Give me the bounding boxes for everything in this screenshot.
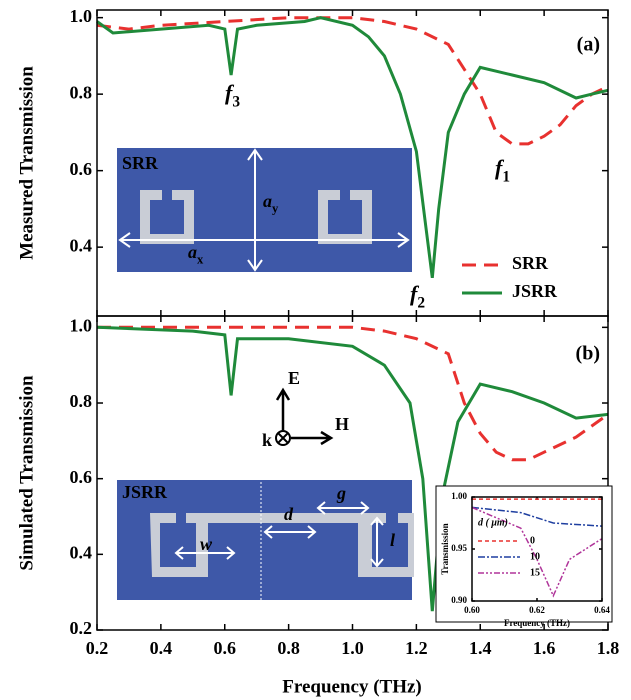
freq-label-main: f bbox=[410, 281, 420, 306]
y-tick-label: 0.2 bbox=[70, 618, 93, 638]
y-axis-title: Simulated Transmission bbox=[16, 375, 37, 571]
x-tick-label: 0.60 bbox=[464, 605, 480, 615]
x-axis-title: Frequency (THz) bbox=[282, 676, 422, 697]
inset-x-title: Frequency (THz) bbox=[504, 618, 570, 628]
y-tick-label: 0.8 bbox=[70, 82, 93, 102]
series-line bbox=[471, 506, 603, 527]
photo-label-main: a bbox=[188, 242, 197, 262]
y-tick-label: 1.0 bbox=[70, 315, 93, 335]
inset-y-title: Transmission bbox=[440, 523, 450, 574]
legend-label: SRR bbox=[512, 253, 549, 273]
photo-label: g bbox=[336, 483, 346, 503]
x-tick-label: 1.4 bbox=[469, 638, 492, 658]
photo-label: ax bbox=[188, 242, 204, 266]
freq-label-main: f bbox=[495, 155, 505, 180]
freq-label: f2 bbox=[410, 281, 425, 311]
y-tick-label: 0.6 bbox=[70, 467, 93, 487]
x-tick-label: 0.6 bbox=[214, 638, 237, 658]
field-label: H bbox=[335, 414, 349, 434]
photo-label: ay bbox=[263, 191, 279, 215]
photo-label: d bbox=[284, 504, 294, 524]
series-line bbox=[96, 16, 609, 278]
plot-frame bbox=[471, 496, 603, 602]
field-axes bbox=[275, 387, 334, 446]
srr-photo bbox=[117, 148, 412, 272]
photo-title: SRR bbox=[122, 153, 159, 173]
x-tick-label: 0.2 bbox=[86, 638, 109, 658]
legend-label: 0 bbox=[530, 535, 535, 546]
x-tick-label: 0.4 bbox=[150, 638, 173, 658]
x-tick-label: 1.0 bbox=[341, 638, 364, 658]
y-tick-label: 0.90 bbox=[451, 595, 467, 605]
photo-label-sub: y bbox=[272, 201, 279, 215]
legend-title: d ( μm) bbox=[478, 517, 508, 528]
plot-frame bbox=[96, 315, 609, 631]
series-line bbox=[471, 506, 603, 598]
photo-label: w bbox=[200, 534, 213, 554]
photo-label: l bbox=[390, 530, 395, 550]
freq-label: f1 bbox=[495, 155, 510, 185]
series-line bbox=[97, 325, 609, 462]
field-label: k bbox=[262, 430, 272, 450]
y-tick-label: 0.95 bbox=[451, 543, 467, 553]
series-line bbox=[96, 16, 609, 146]
y-tick-label: 0.8 bbox=[70, 391, 93, 411]
jsrr-photo bbox=[117, 480, 414, 600]
series-line bbox=[96, 325, 609, 612]
legend-label: 10 bbox=[530, 551, 540, 562]
freq-label-sub: 3 bbox=[232, 93, 240, 110]
x-tick-label: 0.8 bbox=[277, 638, 300, 658]
y-axis-title: Measured Transmission bbox=[16, 66, 37, 260]
inset-bg bbox=[435, 485, 613, 623]
legend-label: 15 bbox=[530, 567, 540, 578]
panel-label: (a) bbox=[577, 34, 600, 56]
y-tick-label: 0.4 bbox=[70, 542, 93, 562]
panel-label: (b) bbox=[576, 343, 600, 365]
x-tick-label: 1.8 bbox=[597, 638, 620, 658]
field-label: E bbox=[288, 368, 300, 388]
photo-label-sub: x bbox=[197, 252, 204, 266]
y-tick-label: 0.4 bbox=[70, 235, 93, 255]
freq-label-main: f bbox=[225, 80, 235, 105]
freq-label-sub: 1 bbox=[502, 168, 510, 185]
freq-label: f3 bbox=[225, 80, 240, 110]
x-tick-label: 0.64 bbox=[594, 605, 610, 615]
photo-label-main: a bbox=[263, 191, 272, 211]
y-tick-label: 0.6 bbox=[70, 159, 93, 179]
y-tick-label: 1.00 bbox=[451, 491, 467, 501]
x-tick-label: 1.6 bbox=[533, 638, 556, 658]
x-tick-label: 1.2 bbox=[405, 638, 428, 658]
legend-label: JSRR bbox=[512, 281, 558, 301]
freq-label-sub: 2 bbox=[417, 294, 425, 311]
photo-title: JSRR bbox=[122, 482, 168, 502]
x-tick-label: 0.62 bbox=[529, 605, 545, 615]
y-tick-label: 1.0 bbox=[70, 6, 93, 26]
